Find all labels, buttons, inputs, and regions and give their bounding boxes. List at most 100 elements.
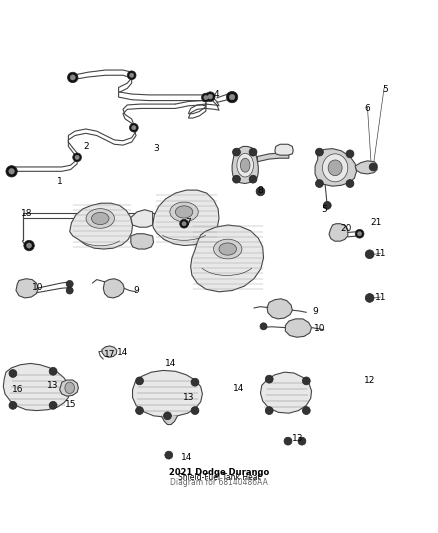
Circle shape bbox=[355, 229, 364, 238]
Text: 20: 20 bbox=[340, 223, 351, 232]
Text: 2021 Dodge Durango: 2021 Dodge Durango bbox=[169, 468, 269, 477]
Circle shape bbox=[298, 437, 306, 445]
Circle shape bbox=[70, 75, 75, 80]
Text: 14: 14 bbox=[117, 349, 129, 358]
Polygon shape bbox=[191, 225, 264, 292]
Text: 18: 18 bbox=[21, 209, 33, 218]
Circle shape bbox=[302, 377, 310, 385]
Text: 6: 6 bbox=[364, 104, 370, 113]
Polygon shape bbox=[102, 346, 117, 357]
Text: 10: 10 bbox=[32, 282, 43, 292]
Circle shape bbox=[24, 240, 34, 251]
Circle shape bbox=[136, 407, 144, 415]
Polygon shape bbox=[4, 364, 70, 410]
Circle shape bbox=[229, 94, 235, 100]
Circle shape bbox=[302, 407, 310, 415]
Ellipse shape bbox=[328, 160, 342, 176]
Circle shape bbox=[66, 280, 73, 287]
Circle shape bbox=[226, 92, 238, 103]
Circle shape bbox=[180, 220, 188, 228]
Circle shape bbox=[204, 95, 208, 100]
Circle shape bbox=[346, 180, 354, 188]
Circle shape bbox=[136, 377, 144, 385]
Polygon shape bbox=[103, 279, 124, 298]
Polygon shape bbox=[286, 319, 311, 337]
Ellipse shape bbox=[170, 202, 198, 222]
Circle shape bbox=[233, 175, 240, 183]
Circle shape bbox=[205, 92, 215, 101]
Polygon shape bbox=[232, 147, 258, 183]
Circle shape bbox=[357, 231, 362, 236]
Polygon shape bbox=[152, 190, 219, 246]
Polygon shape bbox=[261, 372, 311, 413]
Text: 9: 9 bbox=[133, 286, 139, 295]
Text: 3: 3 bbox=[153, 144, 159, 153]
Circle shape bbox=[208, 94, 213, 99]
Text: 5: 5 bbox=[382, 85, 388, 94]
Text: Diagram for 68140486AA: Diagram for 68140486AA bbox=[170, 478, 268, 487]
Ellipse shape bbox=[175, 206, 193, 218]
Ellipse shape bbox=[219, 243, 237, 255]
Text: 8: 8 bbox=[258, 185, 263, 195]
Circle shape bbox=[182, 222, 186, 226]
Circle shape bbox=[49, 401, 57, 409]
Text: 1: 1 bbox=[57, 177, 63, 186]
Circle shape bbox=[75, 155, 79, 159]
Ellipse shape bbox=[86, 208, 114, 228]
Polygon shape bbox=[16, 279, 38, 298]
Text: 13: 13 bbox=[47, 381, 59, 390]
Circle shape bbox=[66, 287, 73, 294]
Circle shape bbox=[233, 148, 240, 156]
Text: 14: 14 bbox=[180, 453, 192, 462]
Text: 5: 5 bbox=[321, 205, 327, 214]
Circle shape bbox=[369, 163, 377, 171]
Text: 11: 11 bbox=[375, 249, 386, 258]
Circle shape bbox=[265, 375, 273, 383]
Circle shape bbox=[127, 71, 136, 79]
Ellipse shape bbox=[92, 212, 109, 224]
Ellipse shape bbox=[65, 382, 74, 393]
Circle shape bbox=[260, 323, 267, 330]
Circle shape bbox=[284, 437, 292, 445]
Text: 4: 4 bbox=[214, 90, 219, 99]
Polygon shape bbox=[355, 161, 377, 174]
Polygon shape bbox=[60, 380, 78, 396]
Circle shape bbox=[9, 401, 17, 409]
Ellipse shape bbox=[237, 154, 254, 177]
Circle shape bbox=[315, 148, 323, 156]
Circle shape bbox=[191, 407, 199, 415]
Circle shape bbox=[265, 407, 273, 415]
Circle shape bbox=[67, 72, 78, 83]
Circle shape bbox=[26, 243, 32, 248]
Circle shape bbox=[365, 294, 374, 302]
Circle shape bbox=[49, 367, 57, 375]
Polygon shape bbox=[131, 234, 153, 249]
Text: 9: 9 bbox=[312, 306, 318, 316]
Text: 13: 13 bbox=[183, 393, 194, 402]
Text: 17: 17 bbox=[104, 350, 116, 359]
Circle shape bbox=[73, 153, 81, 161]
Polygon shape bbox=[133, 370, 202, 417]
Text: 13: 13 bbox=[292, 434, 304, 443]
Polygon shape bbox=[275, 144, 293, 155]
Polygon shape bbox=[267, 299, 292, 319]
Circle shape bbox=[249, 175, 257, 183]
Polygon shape bbox=[258, 153, 289, 161]
Text: 14: 14 bbox=[165, 359, 177, 368]
Circle shape bbox=[315, 180, 323, 188]
Circle shape bbox=[201, 93, 210, 102]
Circle shape bbox=[249, 148, 257, 156]
Text: 10: 10 bbox=[314, 324, 325, 333]
Polygon shape bbox=[315, 149, 357, 186]
Text: 14: 14 bbox=[233, 384, 244, 393]
Circle shape bbox=[6, 166, 17, 177]
Circle shape bbox=[165, 451, 173, 459]
Circle shape bbox=[163, 412, 171, 420]
Circle shape bbox=[323, 201, 331, 209]
Polygon shape bbox=[161, 416, 177, 425]
Circle shape bbox=[132, 125, 136, 130]
Text: 11: 11 bbox=[375, 293, 386, 302]
Circle shape bbox=[130, 123, 138, 132]
Circle shape bbox=[346, 150, 354, 158]
Circle shape bbox=[130, 73, 134, 77]
